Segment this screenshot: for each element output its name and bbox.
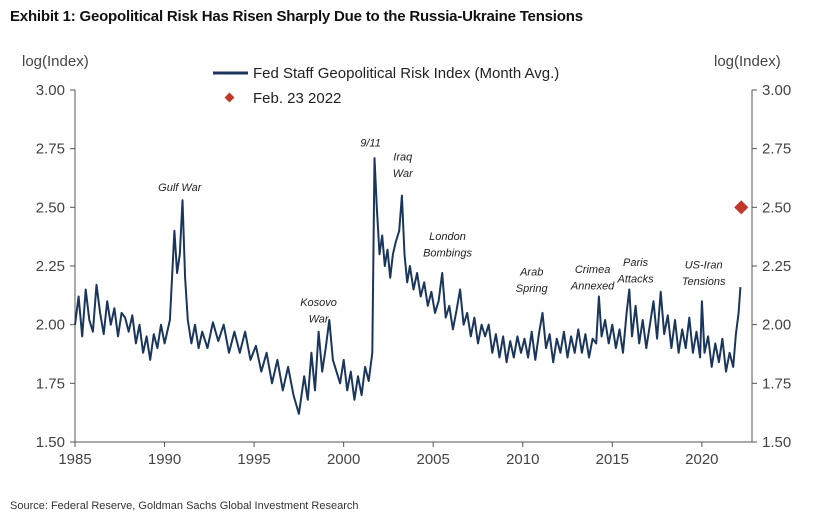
x-tick-label: 2015 [596, 451, 629, 468]
y-tick-label-right: 2.75 [762, 141, 791, 158]
y-tick-label-right: 1.75 [762, 375, 791, 392]
event-annotation: Annexed [570, 280, 615, 292]
y-tick-label-left: 2.00 [36, 317, 65, 334]
y-tick-label-right: 2.00 [762, 317, 791, 334]
event-annotation: Arab [519, 266, 543, 278]
series-line [74, 157, 742, 415]
source-note: Source: Federal Reserve, Goldman Sachs G… [10, 500, 359, 512]
y-tick-label-right: 3.00 [762, 82, 791, 99]
y-tick-label-left: 3.00 [36, 82, 65, 99]
event-annotation: London [429, 231, 466, 243]
y-tick-label-left: 1.50 [36, 434, 65, 451]
event-annotation: Bombings [423, 248, 472, 260]
event-annotation: War [393, 168, 414, 180]
y-axis-label-left: log(Index) [22, 53, 89, 70]
legend-diamond-swatch [224, 92, 235, 103]
event-annotation: Kosovo [300, 297, 337, 309]
event-annotation: Crimea [575, 264, 610, 276]
y-tick-label-right: 1.50 [762, 434, 791, 451]
y-tick-label-right: 2.50 [762, 199, 791, 216]
event-annotation: US-Iran [685, 259, 723, 271]
y-tick-label-left: 2.75 [36, 141, 65, 158]
event-annotation: Attacks [617, 273, 655, 285]
legend: Fed Staff Geopolitical Risk Index (Month… [213, 65, 559, 107]
event-annotation: War [309, 313, 330, 325]
x-tick-label: 2020 [685, 451, 718, 468]
x-tick-label: 1990 [148, 451, 181, 468]
event-annotation: Iraq [393, 151, 413, 163]
x-tick-label: 1995 [237, 451, 270, 468]
event-annotation: 9/11 [360, 137, 381, 149]
chart-title: Exhibit 1: Geopolitical Risk Has Risen S… [10, 8, 583, 25]
y-axis-label-right: log(Index) [714, 53, 781, 70]
legend-label-marker: Feb. 23 2022 [253, 90, 341, 107]
y-tick-label-left: 2.50 [36, 199, 65, 216]
x-tick-label: 2005 [417, 451, 450, 468]
y-tick-label-right: 2.25 [762, 258, 791, 275]
annotation-layer: Gulf War 9/11 Iraq War Kosovo War London Bombin… [158, 137, 726, 325]
event-annotation: Paris [623, 257, 649, 269]
tick-layer: 3.00 3.00 2.75 2.75 2.50 2.50 2.25 2.25 2.00 2.00… [36, 82, 791, 468]
x-tick-label: 2010 [506, 451, 539, 468]
x-tick-label: 2000 [327, 451, 360, 468]
event-annotation: Gulf War [158, 182, 203, 194]
y-tick-label-left: 1.75 [36, 375, 65, 392]
y-tick-label-left: 2.25 [36, 258, 65, 275]
series-layer [74, 157, 749, 415]
event-annotation: Spring [516, 283, 549, 295]
event-annotation: Tensions [682, 276, 726, 288]
x-tick-label: 1985 [58, 451, 91, 468]
feb-2022-marker [734, 200, 749, 215]
legend-label-series: Fed Staff Geopolitical Risk Index (Month… [253, 65, 559, 82]
